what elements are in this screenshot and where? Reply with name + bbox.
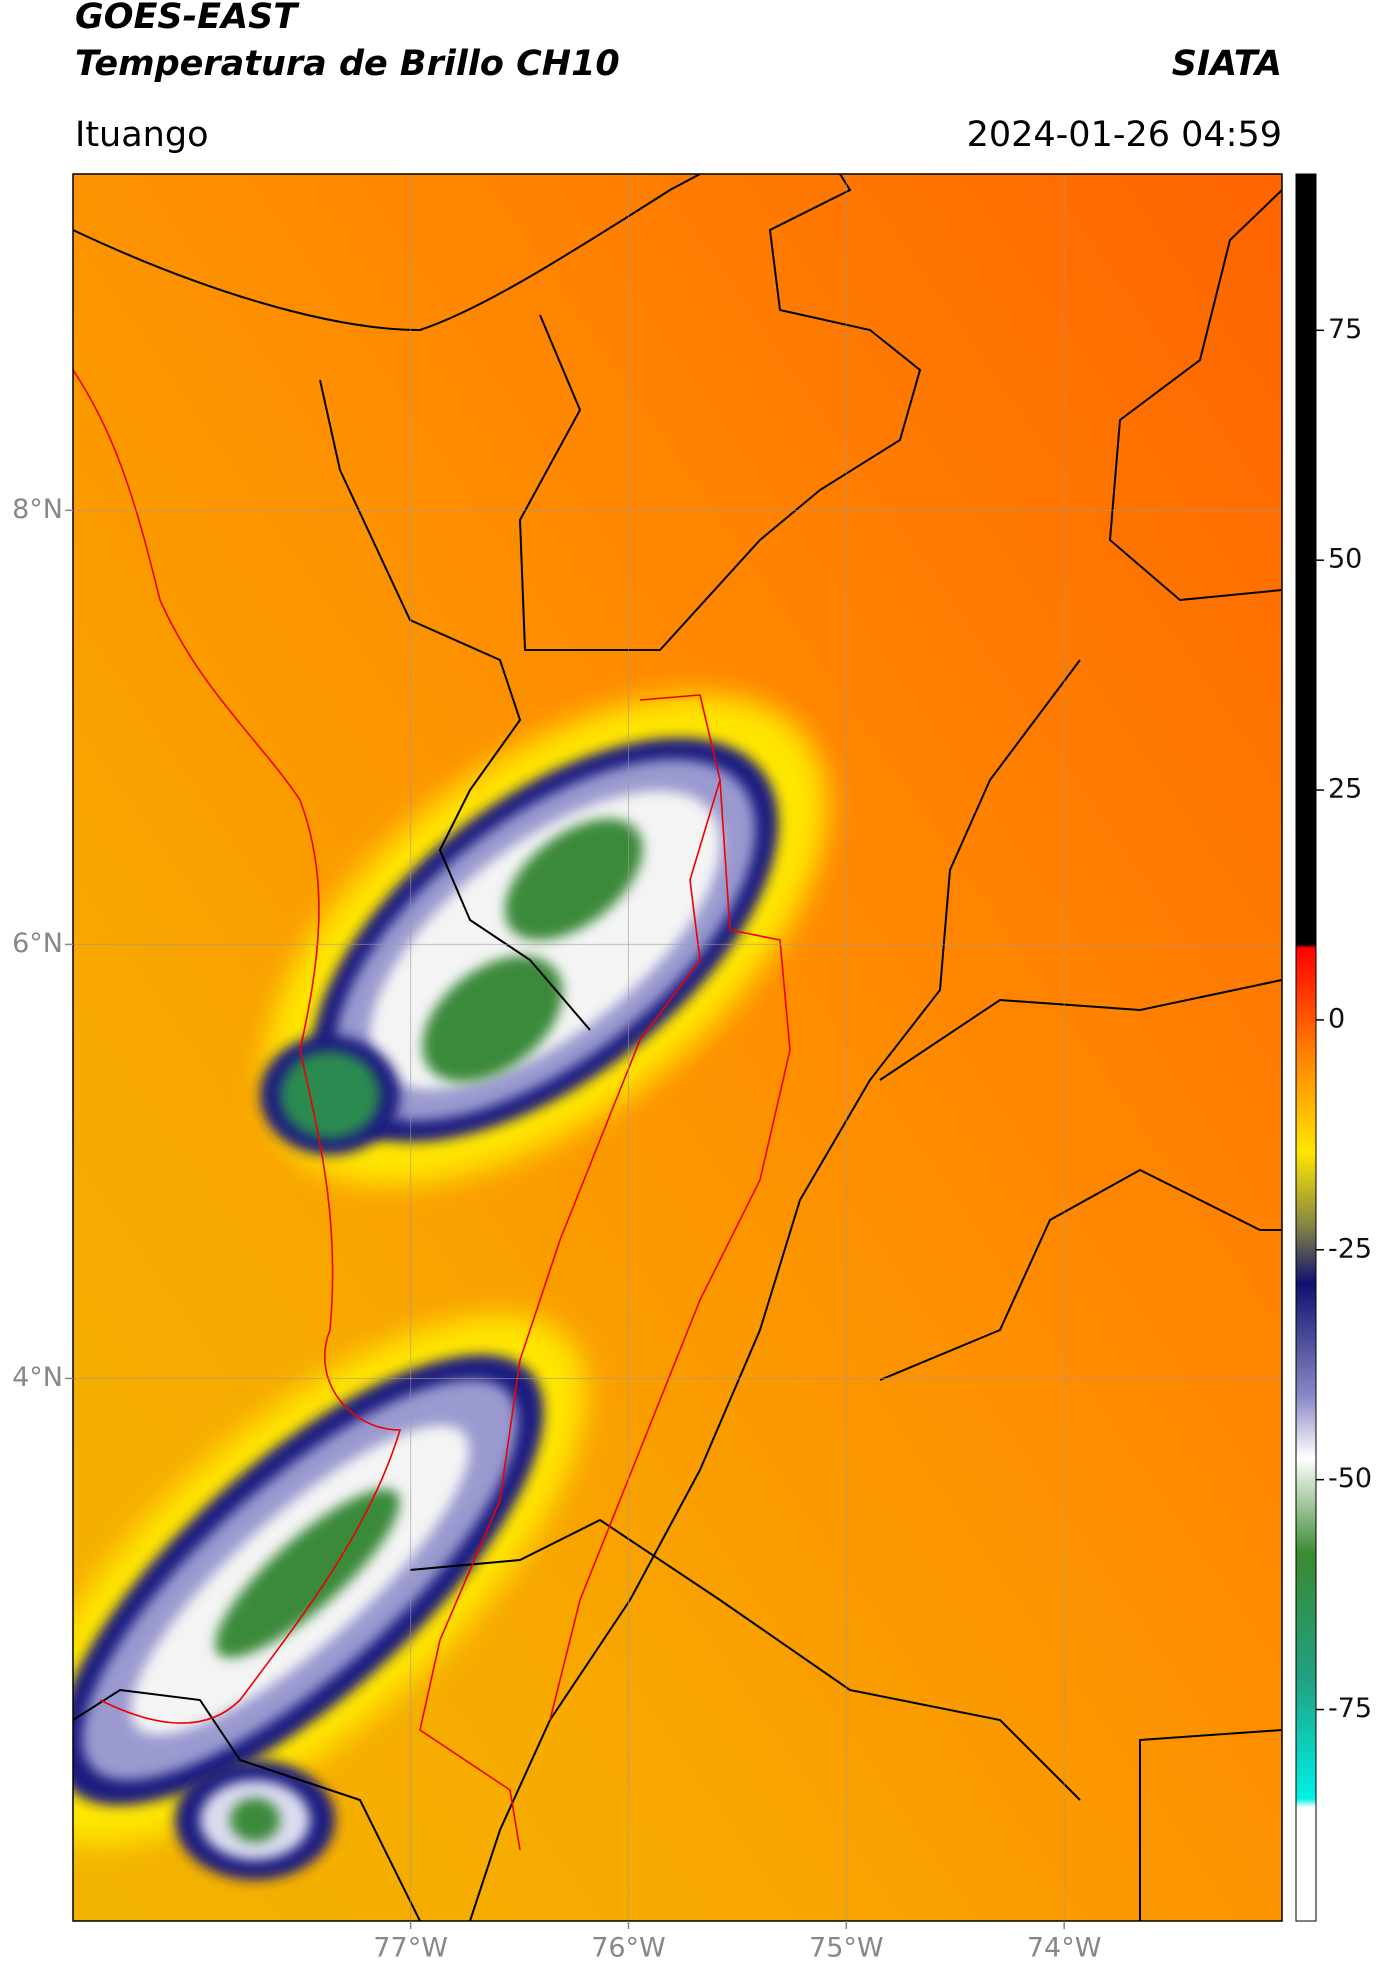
x-tick-label: 74°W — [1027, 1933, 1102, 1964]
grid — [73, 174, 1282, 1921]
colorbar-tick-label: 25 — [1328, 774, 1362, 805]
boundary-red — [419, 694, 721, 1851]
border — [409, 1518, 1081, 1801]
colorbar-tick-label: 0 — [1328, 1003, 1345, 1034]
colorbar-tick-label: 75 — [1328, 314, 1362, 345]
x-tick-label: 76°W — [591, 1933, 666, 1964]
map — [73, 174, 1282, 1921]
x-tick-label: 77°W — [373, 1933, 448, 1964]
border — [73, 1688, 421, 1921]
axes: 77°W 76°W 75°W 74°W 4°N 6°N 8°N 75 50 25 0 -25 -50 -7… — [12, 314, 1372, 1964]
x-tick-label: 75°W — [809, 1933, 884, 1964]
coastline-red — [73, 369, 402, 1724]
colorbar — [1295, 173, 1317, 1922]
location: Ituango — [75, 115, 209, 155]
border — [319, 379, 591, 1031]
border — [879, 979, 1282, 1081]
map-frame — [72, 173, 1283, 1922]
y-tick-label: 8°N — [12, 494, 63, 525]
border — [1139, 1729, 1282, 1921]
cloud-south-tail — [175, 1760, 335, 1880]
border — [469, 659, 1081, 1921]
border — [1108, 189, 1282, 602]
border — [879, 1168, 1282, 1381]
colorbar-tick-label: -25 — [1328, 1233, 1372, 1264]
coastline — [73, 174, 701, 332]
brand: SIATA — [1172, 44, 1282, 84]
title: GOES-EAST — [75, 0, 300, 37]
datetime: 2024-01-26 04:59 — [967, 115, 1282, 155]
cloud-west — [260, 1035, 400, 1155]
y-tick-label: 4°N — [12, 1362, 63, 1393]
boundary-red — [549, 779, 791, 1721]
border — [518, 174, 922, 651]
subtitle: Temperatura de Brillo CH10 — [75, 44, 620, 84]
colorbar-tick-label: -50 — [1328, 1463, 1372, 1494]
colorbar-tick-label: -75 — [1328, 1693, 1372, 1724]
y-tick-label: 6°N — [12, 928, 63, 959]
cloud-north — [263, 694, 827, 1186]
cloud-south — [73, 1314, 586, 1846]
colorbar-tick-label: 50 — [1328, 544, 1362, 575]
